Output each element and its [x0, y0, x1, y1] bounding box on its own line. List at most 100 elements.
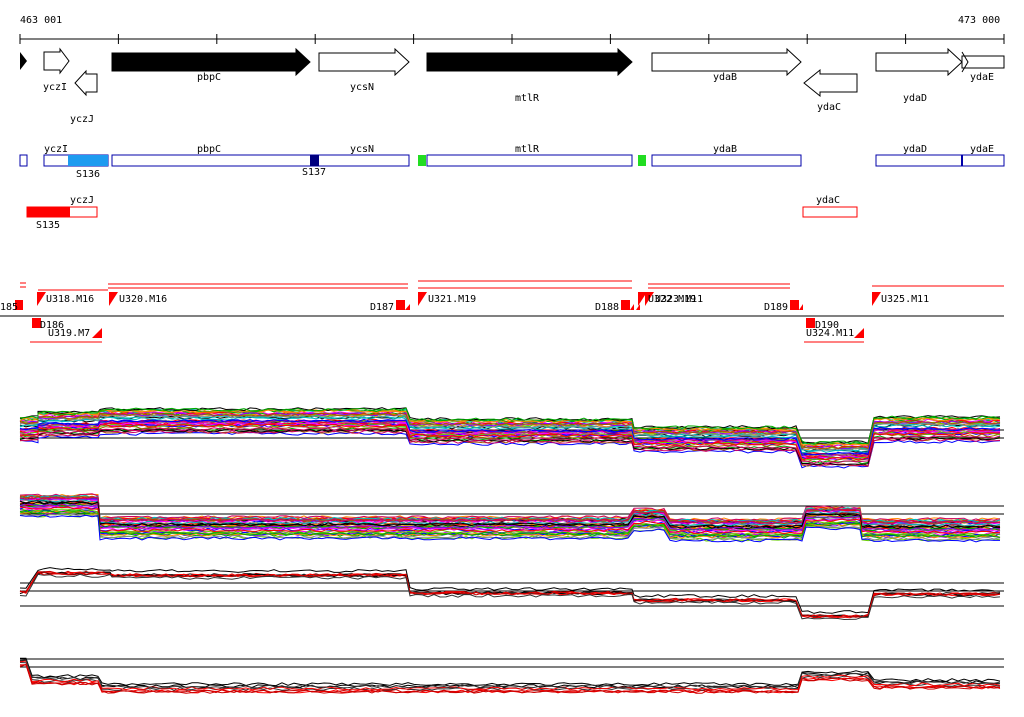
expression-profile-line — [19, 657, 1001, 687]
marker-U323: U323.M11 — [655, 294, 703, 305]
green-mark-1[interactable] — [418, 155, 426, 166]
expression-profile-line — [19, 496, 1001, 525]
expression-profile-line — [19, 498, 1001, 527]
expression-profile-line — [19, 660, 1001, 691]
segment-label-S135: S135 — [36, 220, 60, 231]
expression-panel-3 — [19, 567, 1004, 621]
marker-U320: U320.M16 — [119, 294, 167, 305]
expression-profile-line — [19, 509, 1001, 537]
forward-box-ydaB[interactable] — [651, 154, 802, 167]
expression-profile-line — [19, 412, 1001, 450]
forward-label-mtlR: mtlR — [515, 144, 540, 155]
expression-profile-line — [19, 409, 1001, 446]
expression-panel-2 — [19, 493, 1004, 543]
forward-label-ydaE: ydaE — [970, 144, 994, 155]
forward-box-pbpC[interactable] — [111, 154, 410, 167]
gene-arrow-0[interactable] — [20, 52, 27, 70]
expression-profile-line — [19, 419, 1001, 457]
gene-label-ydaE: ydaE — [970, 72, 994, 83]
expression-profile-line — [19, 573, 1001, 621]
expression-profile-line — [19, 427, 1001, 465]
marker-block-D186[interactable] — [32, 318, 41, 328]
gene-arrow-pbpC[interactable] — [111, 47, 311, 77]
expression-panel-1 — [19, 407, 1004, 469]
marker-U321: U321.M19 — [428, 294, 476, 305]
marker-185: 185 — [0, 302, 18, 313]
expression-profile-line — [19, 509, 1001, 538]
marker-flag-U322[interactable] — [638, 292, 647, 306]
gene-arrow-yczJ[interactable] — [74, 69, 98, 97]
expression-profile-line — [19, 413, 1001, 450]
gene-track: yczI yczJ pbpC ycsN mtlR ydaB ydaC ydaD … — [20, 47, 1005, 125]
marker-flag-U323[interactable] — [645, 292, 654, 306]
marker-D188: D188 — [595, 302, 619, 313]
segment-label-S136: S136 — [76, 169, 100, 180]
green-mark-2[interactable] — [638, 155, 646, 166]
expression-profile-line — [19, 510, 1001, 539]
expression-profile-line — [19, 493, 1001, 522]
marker-block-D187[interactable] — [396, 300, 405, 310]
coord-end: 473 000 — [958, 15, 1000, 26]
reverse-label-ydaC: ydaC — [816, 195, 840, 206]
gene-label-ydaB: ydaB — [713, 72, 737, 83]
marker-flag-U320[interactable] — [109, 292, 118, 306]
gene-arrow-mtlR[interactable] — [426, 47, 633, 77]
gene-label-ydaD: ydaD — [903, 93, 927, 104]
gene-arrow-ydaD[interactable] — [875, 47, 963, 77]
reverse-segment-track: yczJ S135 ydaC — [26, 195, 858, 231]
expression-profile-line — [19, 506, 1001, 535]
gene-arrow-ydaE[interactable] — [961, 55, 1005, 69]
segment-S136-block[interactable] — [68, 155, 108, 166]
expression-panel-4 — [19, 657, 1004, 694]
segment-S135-block[interactable] — [27, 207, 70, 217]
segment-label-S137: S137 — [302, 167, 326, 178]
marker-block-D188[interactable] — [621, 300, 630, 310]
marker-flag-U318[interactable] — [37, 292, 46, 306]
gene-label-yczJ: yczJ — [70, 114, 94, 125]
expression-profile-line — [19, 503, 1001, 531]
forward-label-pbpC: pbpC — [197, 144, 221, 155]
expression-profile-line — [19, 513, 1001, 541]
marker-track: U318.M16 U320.M16 U321.M19 U322.M19 U323… — [0, 280, 1004, 343]
reverse-label-yczJ: yczJ — [70, 195, 94, 206]
marker-block-D189[interactable] — [790, 300, 799, 310]
gene-label-pbpC: pbpC — [197, 72, 221, 83]
expression-profile-line — [19, 423, 1001, 461]
marker-U319: U319.M7 — [48, 328, 90, 339]
gene-arrow-yczI[interactable] — [43, 47, 70, 75]
expression-profile-line — [19, 567, 1001, 614]
coordinate-ruler: 463 001 473 000 — [19, 15, 1005, 44]
reverse-box-ydaC[interactable] — [802, 206, 858, 218]
marker-block-D190[interactable] — [806, 318, 815, 328]
expression-profile-line — [19, 431, 1001, 469]
gene-label-mtlR: mtlR — [515, 93, 540, 104]
marker-flag-U325[interactable] — [872, 292, 881, 306]
expression-profile-line — [19, 422, 1001, 460]
forward-box-ydaD[interactable] — [875, 154, 1005, 167]
expression-profile-line — [19, 664, 1001, 694]
marker-D187: D187 — [370, 302, 394, 313]
marker-D186: D186 — [40, 320, 64, 331]
expression-profile-line — [19, 514, 1000, 543]
expression-profile-line — [19, 659, 1001, 689]
marker-D190: D190 — [815, 320, 839, 331]
gene-arrow-ycsN[interactable] — [318, 47, 410, 77]
marker-U325: U325.M11 — [881, 294, 929, 305]
gene-arrow-ydaC[interactable] — [803, 68, 858, 98]
forward-label-ydaB: ydaB — [713, 144, 737, 155]
expression-profile-line — [19, 407, 1001, 445]
forward-label-yczI: yczI — [44, 144, 68, 155]
marker-U322: U322.M19 — [648, 294, 696, 305]
forward-box-0[interactable] — [19, 154, 28, 167]
expression-profile-line — [19, 500, 1001, 529]
marker-flag-U321[interactable] — [418, 292, 427, 306]
forward-box-mtlR[interactable] — [426, 154, 633, 167]
gene-arrow-ydaB[interactable] — [651, 47, 802, 77]
marker-block-185[interactable] — [15, 300, 23, 310]
segment-S137-block[interactable] — [310, 155, 319, 166]
marker-D189: D189 — [764, 302, 788, 313]
forward-label-ycsN: ycsN — [350, 144, 374, 155]
gene-label-ycsN: ycsN — [350, 82, 374, 93]
expression-profile-line — [19, 416, 1001, 454]
